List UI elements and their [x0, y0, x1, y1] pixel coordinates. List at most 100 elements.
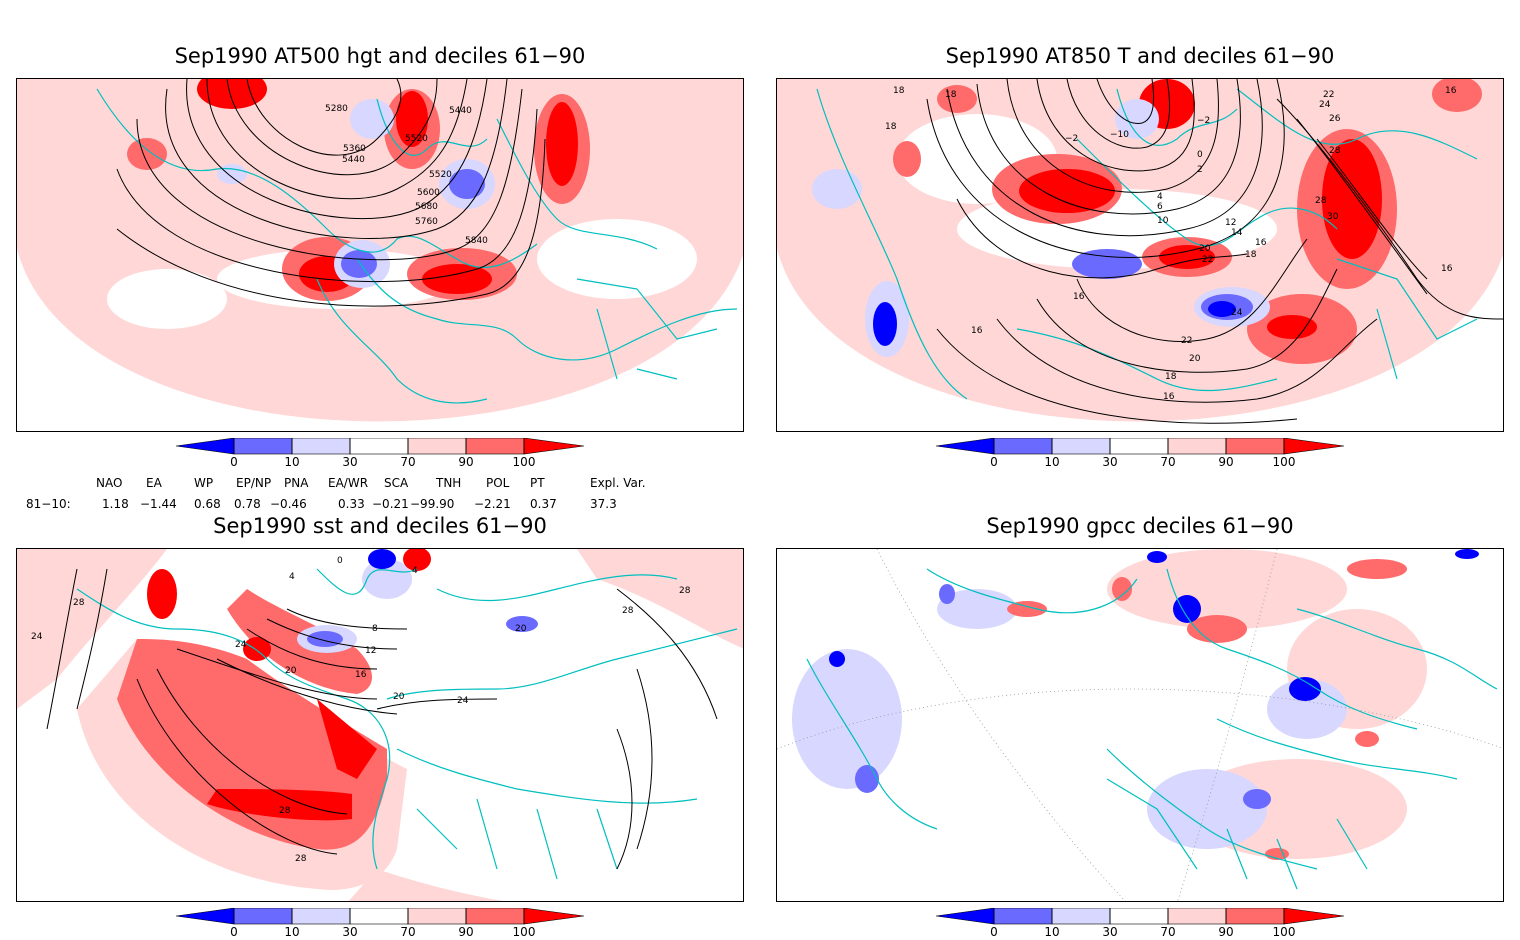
- colorbar-sst: 0 10 30 70 90 100: [176, 908, 586, 939]
- index-header: EA: [146, 476, 162, 490]
- map-hgt500-svg: 5280 5440 5360 5520 5440 5520 5600 5680 …: [17, 79, 743, 431]
- svg-text:18: 18: [1245, 250, 1257, 260]
- svg-text:4: 4: [1157, 192, 1163, 202]
- index-header: PNA: [284, 476, 309, 490]
- height-contours: [116, 79, 546, 307]
- index-header: SCA: [384, 476, 409, 490]
- index-header: Expl. Var.: [590, 476, 646, 490]
- index-header: PT: [530, 476, 545, 490]
- index-header: TNH: [436, 476, 462, 490]
- svg-text:24: 24: [457, 696, 469, 706]
- svg-text:22: 22: [1323, 90, 1334, 100]
- svg-text:30: 30: [1327, 212, 1339, 222]
- svg-text:16: 16: [1163, 392, 1175, 402]
- coastlines: [96, 88, 738, 404]
- cbar-label: 90: [458, 455, 474, 469]
- map-panel-gpcc: [776, 548, 1504, 902]
- svg-text:28: 28: [1315, 196, 1327, 206]
- svg-text:−10: −10: [1110, 130, 1129, 140]
- panel-title-gpcc: Sep1990 gpcc deciles 61−90: [986, 514, 1294, 538]
- svg-text:28: 28: [622, 606, 634, 616]
- cbar-label: 30: [342, 455, 358, 469]
- contour-label: 5280: [325, 104, 348, 114]
- svg-text:24: 24: [31, 632, 43, 642]
- svg-text:28: 28: [73, 598, 85, 608]
- contour-label: 5360: [343, 144, 366, 154]
- index-header: EP/NP: [236, 476, 272, 490]
- index-header: WP: [194, 476, 214, 490]
- cbar-swatch-0: [176, 438, 235, 455]
- index-value: −0.21: [372, 497, 409, 511]
- cbar-label: 70: [400, 455, 416, 469]
- map-t850-svg: 18 18 18 −2 −10 −2 0 2 4 6 10 12 14 16 1…: [777, 79, 1503, 431]
- map-panel-sst: 24 28 4 0 4 8 12 16 20 24 28 28 20 24 20…: [16, 548, 744, 902]
- cbar-swatch-3: [349, 438, 409, 455]
- cbar-swatch-6: [1283, 908, 1345, 925]
- svg-text:18: 18: [1165, 372, 1177, 382]
- index-value: 0.37: [530, 497, 557, 511]
- svg-text:8: 8: [372, 624, 378, 634]
- index-value: 37.3: [590, 497, 617, 511]
- cbar-swatch-0: [936, 438, 995, 455]
- cbar-swatch-3: [349, 908, 409, 925]
- index-value: −0.46: [270, 497, 307, 511]
- svg-text:24: 24: [1319, 100, 1331, 110]
- svg-text:4: 4: [412, 566, 418, 576]
- index-value: −99.90: [410, 497, 455, 511]
- cbar-label: 10: [284, 455, 300, 469]
- cbar-swatch-6: [1283, 438, 1345, 455]
- cbar-swatch-5: [1225, 438, 1285, 455]
- map-panel-hgt500: 5280 5440 5360 5520 5440 5520 5600 5680 …: [16, 78, 744, 432]
- svg-text:28: 28: [295, 854, 307, 864]
- index-header: NAO: [96, 476, 123, 490]
- svg-text:6: 6: [1157, 202, 1163, 212]
- colorbar-gpcc: 0 10 30 70 90 100: [936, 908, 1346, 939]
- contour-label: 5440: [449, 106, 472, 116]
- svg-text:−2: −2: [1065, 134, 1078, 144]
- panel-title-hgt: Sep1990 AT500 hgt and deciles 61−90: [174, 44, 586, 68]
- svg-text:20: 20: [515, 624, 527, 634]
- cbar-swatch-3: [1109, 438, 1169, 455]
- svg-text:22: 22: [1181, 336, 1192, 346]
- cbar-swatch-4: [1167, 438, 1227, 455]
- cbar-swatch-4: [1167, 908, 1227, 925]
- panel-title-sst: Sep1990 sst and deciles 61−90: [213, 514, 547, 538]
- cbar-label: 0: [230, 455, 238, 469]
- svg-text:16: 16: [1441, 264, 1453, 274]
- contour-label: 5600: [417, 188, 440, 198]
- svg-text:12: 12: [365, 646, 376, 656]
- colorbar-t850: 0 10 30 70 90 100: [936, 438, 1346, 469]
- contour-labels: 5280 5440 5360 5520 5440 5520 5600 5680 …: [325, 104, 488, 246]
- svg-text:−2: −2: [1197, 116, 1210, 126]
- svg-text:28: 28: [279, 806, 291, 816]
- cbar-swatch-0: [176, 908, 235, 925]
- svg-text:16: 16: [355, 670, 367, 680]
- contour-label: 5520: [405, 134, 428, 144]
- panel-title-t850: Sep1990 AT850 T and deciles 61−90: [945, 44, 1335, 68]
- svg-text:20: 20: [1189, 354, 1201, 364]
- cbar-swatch-2: [1051, 908, 1111, 925]
- contour-label: 5760: [415, 217, 438, 227]
- svg-text:14: 14: [1231, 228, 1243, 238]
- colorbar-hgt500: 0 10 30 70 90 100: [176, 438, 586, 469]
- cbar-label: 100: [512, 455, 536, 469]
- svg-text:24: 24: [1231, 308, 1243, 318]
- svg-text:0: 0: [1197, 150, 1203, 160]
- cbar-swatch-1: [233, 438, 293, 455]
- cbar-swatch-1: [993, 908, 1053, 925]
- svg-text:22: 22: [1202, 255, 1213, 265]
- svg-text:28: 28: [679, 586, 691, 596]
- svg-text:16: 16: [1445, 86, 1457, 96]
- cbar-swatch-3: [1109, 908, 1169, 925]
- index-value: −2.21: [474, 497, 511, 511]
- svg-text:20: 20: [285, 666, 297, 676]
- cbar-swatch-0: [936, 908, 995, 925]
- index-value: 1.18: [102, 497, 129, 511]
- svg-text:0: 0: [337, 556, 343, 566]
- cbar-swatch-2: [291, 908, 351, 925]
- cbar-swatch-6: [523, 438, 585, 455]
- index-value: 0.78: [234, 497, 261, 511]
- svg-text:20: 20: [1199, 244, 1211, 254]
- index-value: −1.44: [140, 497, 177, 511]
- index-value: 0.68: [194, 497, 221, 511]
